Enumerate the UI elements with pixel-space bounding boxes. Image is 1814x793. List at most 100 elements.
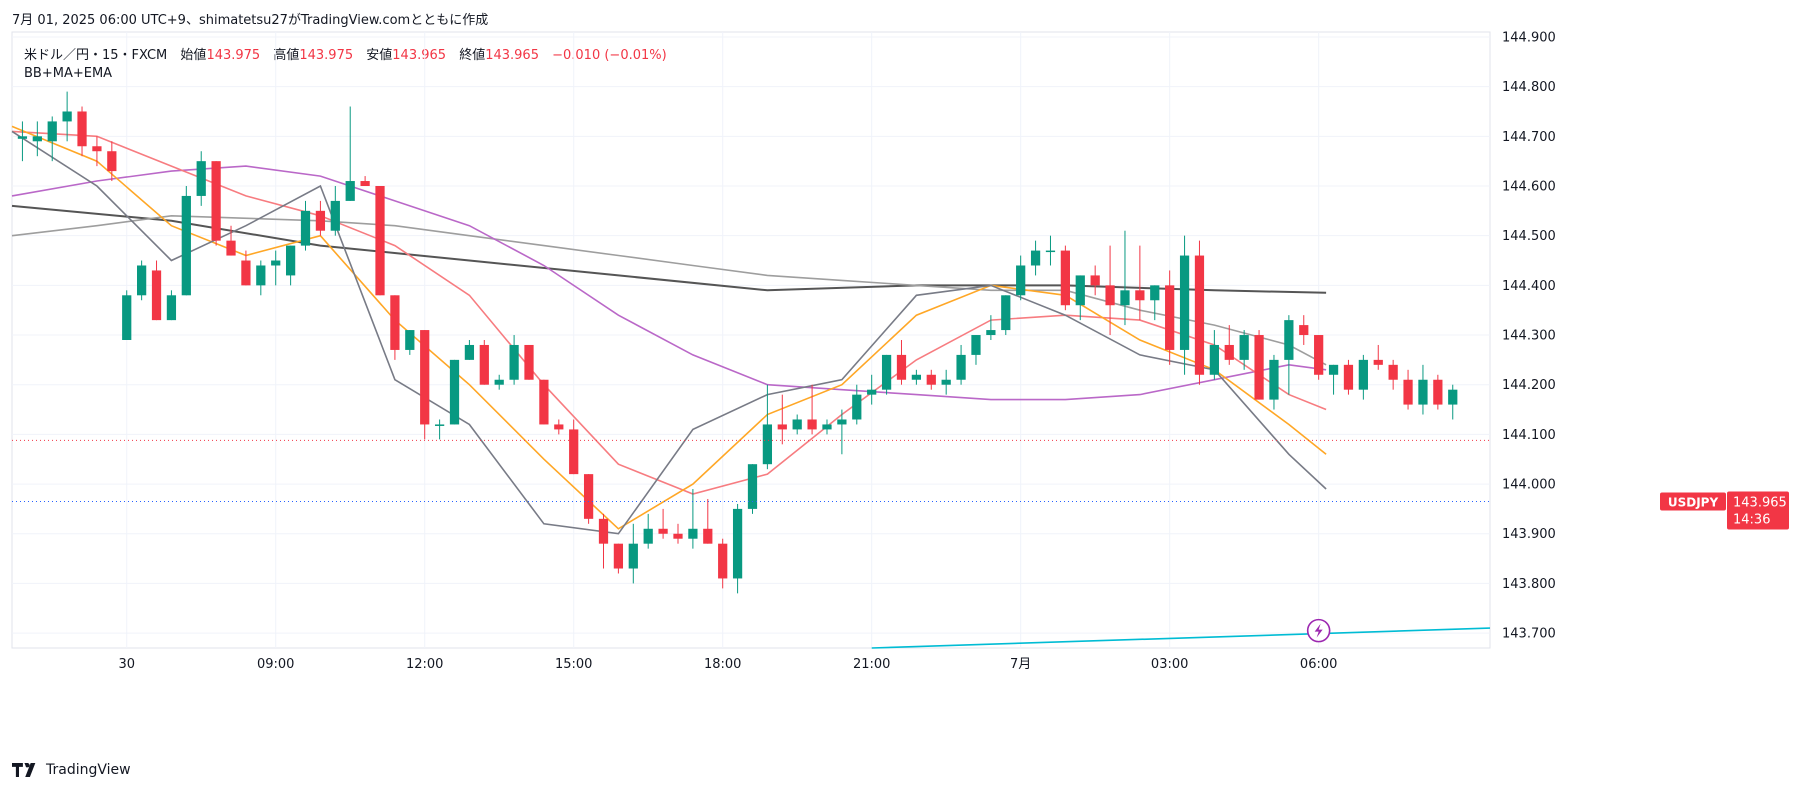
candle-body bbox=[1016, 265, 1026, 296]
candle-body bbox=[658, 528, 668, 534]
indicator-line bbox=[11, 125, 1327, 530]
change-value: −0.010 (−0.01%) bbox=[552, 48, 667, 63]
candle-body bbox=[718, 543, 728, 579]
candle-body bbox=[151, 270, 162, 321]
candle-body bbox=[390, 295, 400, 350]
candle-body bbox=[62, 111, 72, 122]
candle-body bbox=[1418, 379, 1428, 405]
candles bbox=[17, 91, 1458, 594]
y-tick-label: 144.700 bbox=[1502, 130, 1556, 145]
candle-body bbox=[1090, 275, 1100, 286]
y-tick-label: 144.300 bbox=[1502, 329, 1556, 344]
candle-body bbox=[464, 344, 475, 360]
candle-body bbox=[166, 295, 177, 321]
y-tick-label: 144.400 bbox=[1502, 279, 1556, 294]
candle-body bbox=[1403, 379, 1413, 405]
candle-body bbox=[807, 419, 817, 430]
x-tick-label: 21:00 bbox=[853, 657, 890, 672]
candle-body bbox=[32, 136, 42, 142]
candle-body bbox=[1075, 275, 1085, 306]
candle-body bbox=[1373, 359, 1383, 365]
candle-body bbox=[494, 379, 504, 385]
x-tick-label: 15:00 bbox=[555, 657, 592, 672]
candle-body bbox=[1105, 285, 1115, 306]
y-tick-label: 143.900 bbox=[1502, 527, 1556, 542]
candle-body bbox=[777, 424, 787, 430]
candle-body bbox=[837, 419, 847, 425]
candle-body bbox=[613, 543, 624, 569]
candle-body bbox=[1433, 379, 1443, 405]
high-label: 高値 bbox=[273, 48, 300, 63]
candle-body bbox=[315, 210, 326, 231]
candle-body bbox=[420, 330, 430, 425]
candle-body bbox=[1135, 290, 1145, 301]
candle-body bbox=[196, 161, 206, 196]
candle-body bbox=[434, 424, 445, 426]
y-tick-label: 144.000 bbox=[1502, 478, 1556, 493]
x-tick-label: 30 bbox=[118, 657, 135, 672]
candle-body bbox=[1358, 359, 1368, 390]
y-tick-label: 144.500 bbox=[1502, 229, 1556, 244]
candle-body bbox=[17, 136, 28, 139]
candle-body bbox=[643, 528, 653, 544]
candle-body bbox=[539, 379, 549, 425]
candle-body bbox=[554, 424, 564, 430]
candle-body bbox=[881, 354, 892, 390]
candle-body bbox=[360, 181, 370, 186]
candle-body bbox=[822, 424, 832, 430]
candle-body bbox=[77, 111, 87, 147]
indicator-line bbox=[11, 165, 1327, 401]
y-tick-label: 144.100 bbox=[1502, 428, 1556, 443]
tradingview-logo-icon bbox=[12, 763, 36, 777]
candle-body bbox=[1284, 320, 1294, 360]
open-label: 始値 bbox=[180, 48, 207, 63]
x-tick-label: 7月 bbox=[1010, 657, 1031, 672]
candle-body bbox=[1120, 290, 1130, 306]
candle-body bbox=[1030, 250, 1041, 266]
x-tick-label: 03:00 bbox=[1151, 657, 1188, 672]
chart-markers: USDJPY 143.965 14:36 bbox=[12, 439, 1789, 643]
candle-body bbox=[673, 533, 683, 539]
candle-body bbox=[1388, 364, 1398, 380]
candle-body bbox=[181, 195, 191, 296]
chart-grid bbox=[11, 31, 1491, 649]
candle-body bbox=[956, 354, 966, 380]
candle-body bbox=[226, 240, 236, 256]
candle-body bbox=[92, 146, 102, 152]
low-value: 143.965 bbox=[392, 48, 447, 63]
candle-body bbox=[256, 265, 266, 286]
candle-body bbox=[122, 295, 132, 340]
low-label: 安値 bbox=[366, 48, 393, 63]
y-tick-label: 144.600 bbox=[1502, 180, 1556, 195]
candle-body bbox=[1254, 335, 1264, 400]
candle-body bbox=[509, 344, 519, 380]
candle-body bbox=[1001, 295, 1011, 331]
price-badge bbox=[1727, 491, 1789, 530]
indicator-line bbox=[11, 214, 1327, 366]
symbol-label[interactable]: 米ドル／円・15・FXCM bbox=[24, 48, 168, 63]
indicator-lines bbox=[11, 125, 1491, 649]
candle-body bbox=[971, 335, 981, 355]
candle-body bbox=[852, 394, 862, 420]
candle-body bbox=[688, 528, 698, 539]
candle-body bbox=[792, 419, 802, 430]
indicator-label[interactable]: BB+MA+EMA bbox=[24, 66, 113, 81]
indicator-line bbox=[11, 204, 1327, 294]
brand-name: TradingView bbox=[46, 762, 131, 778]
candle-body bbox=[986, 330, 996, 336]
price-badge-value: 143.965 bbox=[1733, 495, 1787, 510]
indicator-line bbox=[871, 627, 1491, 649]
candle-body bbox=[345, 181, 355, 201]
candle-body bbox=[926, 374, 936, 385]
symbol-badge-text: USDJPY bbox=[1668, 495, 1719, 509]
x-tick-label: 06:00 bbox=[1300, 657, 1337, 672]
candle-body bbox=[107, 151, 117, 172]
candle-body bbox=[1165, 285, 1175, 350]
candle-body bbox=[300, 210, 311, 246]
candle-body bbox=[285, 245, 296, 276]
y-tick-label: 143.700 bbox=[1502, 627, 1556, 642]
candle-body bbox=[1343, 364, 1354, 390]
tradingview-brand[interactable]: TradingView bbox=[12, 762, 131, 778]
x-tick-label: 09:00 bbox=[257, 657, 294, 672]
